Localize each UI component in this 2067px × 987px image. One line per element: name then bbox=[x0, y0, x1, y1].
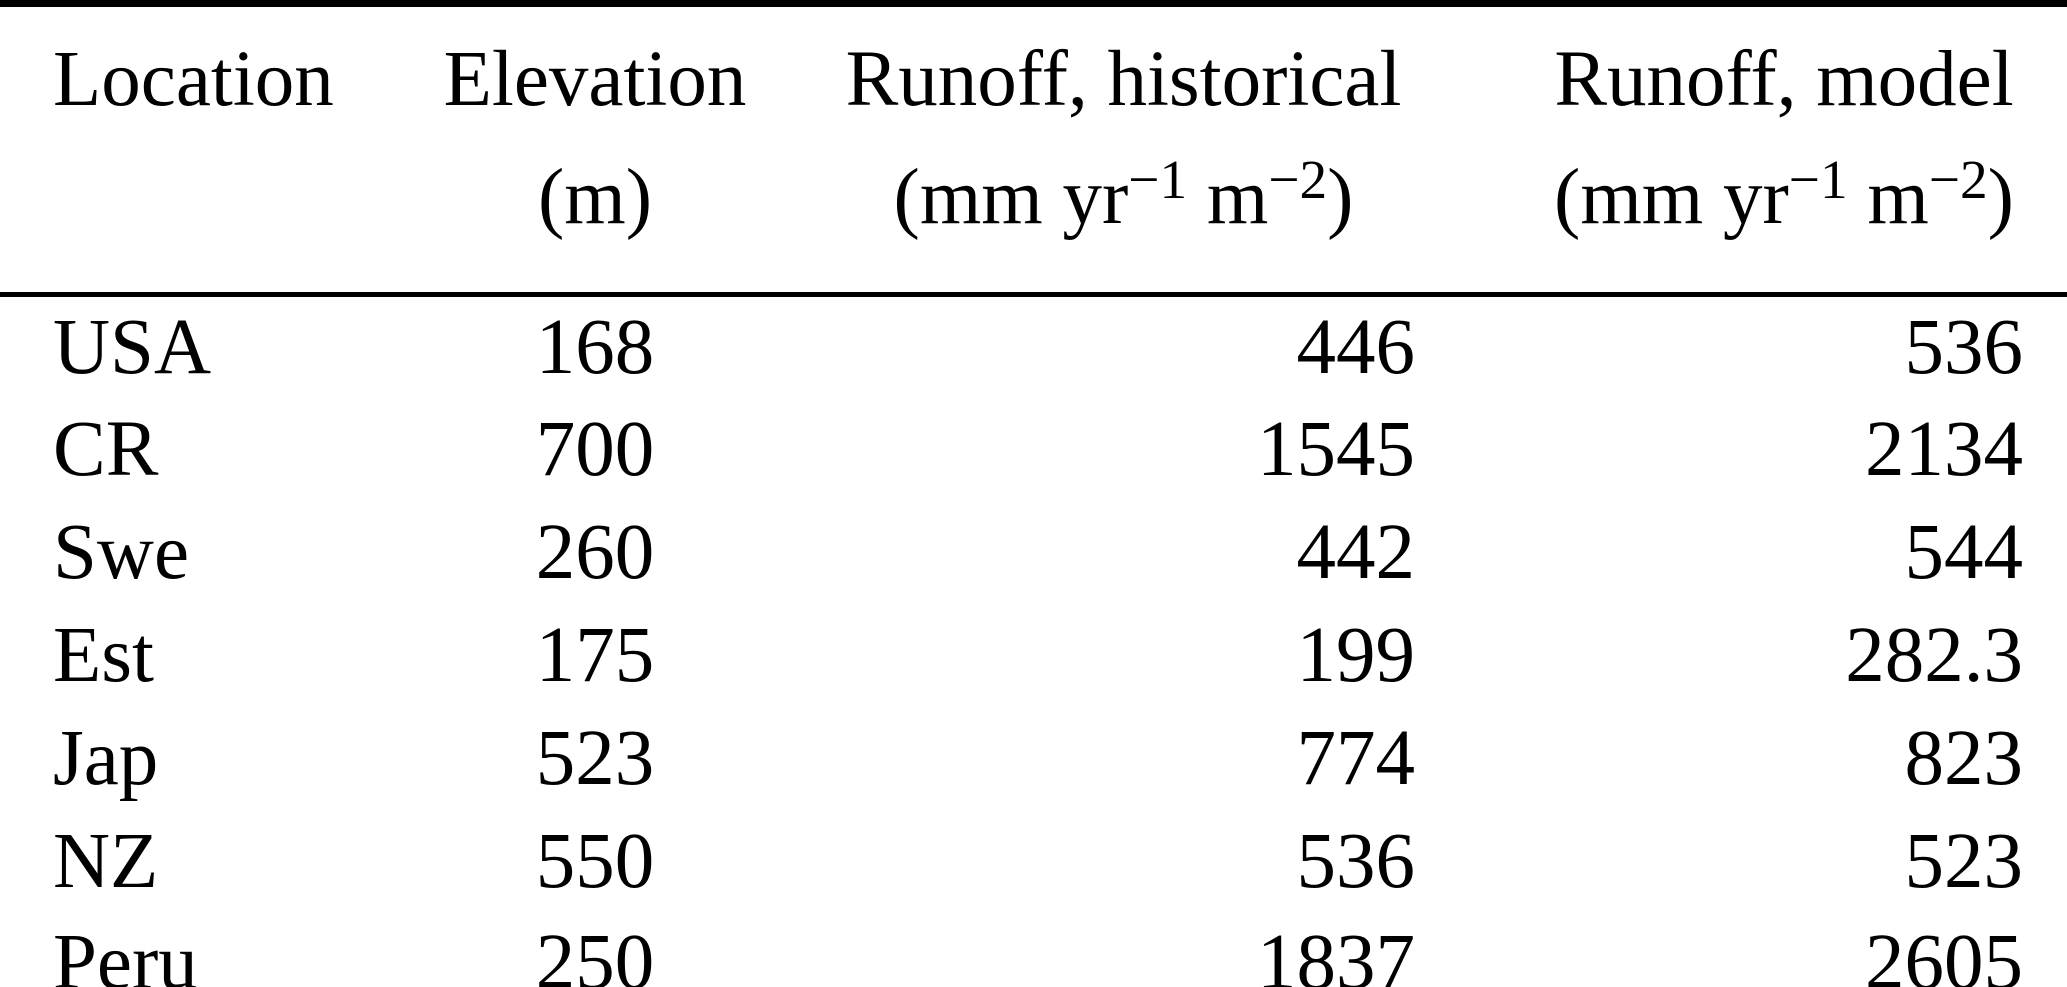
cell-location: Jap bbox=[53, 714, 159, 802]
unit-text: ) bbox=[1327, 154, 1354, 241]
cell-runoff-model: 544 bbox=[1904, 508, 2024, 596]
col-unit-runoff-model: (mm yr−1 m−2) bbox=[1415, 133, 2067, 295]
cell-runoff-historical: 1837 bbox=[1257, 918, 1415, 987]
table-row: Est 175 199 282.3 bbox=[0, 604, 2067, 707]
unit-exponent: −2 bbox=[1928, 149, 1988, 211]
table-row: Swe 260 442 544 bbox=[0, 501, 2067, 604]
cell-runoff-model: 523 bbox=[1904, 817, 2024, 905]
unit-text: m bbox=[1847, 154, 1929, 241]
col-header-runoff-historical: Runoff, historical bbox=[845, 36, 1402, 123]
cell-location: CR bbox=[53, 405, 159, 493]
header-unit-row: (m) (mm yr−1 m−2) (mm yr−1 m−2) bbox=[0, 133, 2067, 295]
table-row: CR 700 1545 2134 bbox=[0, 398, 2067, 501]
cell-elevation: 700 bbox=[535, 405, 655, 493]
col-unit-location bbox=[0, 133, 420, 295]
cell-runoff-model: 823 bbox=[1904, 714, 2024, 802]
cell-runoff-model: 536 bbox=[1904, 303, 2024, 391]
cell-runoff-historical: 1545 bbox=[1257, 405, 1415, 493]
col-header-elevation: Elevation bbox=[443, 36, 747, 123]
cell-elevation: 523 bbox=[535, 714, 655, 802]
cell-location: USA bbox=[53, 303, 212, 391]
cell-elevation: 175 bbox=[535, 611, 655, 699]
unit-text: (mm yr bbox=[893, 154, 1129, 241]
table-body: USA 168 446 536 CR 700 1545 2134 Swe 260 442 544 Est… bbox=[0, 295, 2067, 987]
unit-exponent: −2 bbox=[1268, 149, 1328, 211]
cell-elevation: 550 bbox=[535, 817, 655, 905]
cell-location: Swe bbox=[53, 508, 190, 596]
col-unit-runoff-historical: (mm yr−1 m−2) bbox=[770, 133, 1415, 295]
unit-text: (mm yr bbox=[1554, 154, 1789, 241]
cell-location: Est bbox=[53, 611, 154, 699]
table-row: NZ 550 536 523 bbox=[0, 810, 2067, 913]
cell-runoff-model: 2605 bbox=[1865, 918, 2023, 987]
header-label-row: Location Elevation Runoff, historical Ru… bbox=[0, 4, 2067, 134]
col-unit-elevation: (m) bbox=[537, 154, 653, 241]
table-header: Location Elevation Runoff, historical Ru… bbox=[0, 4, 2067, 295]
col-header-location: Location bbox=[53, 36, 334, 123]
cell-runoff-historical: 536 bbox=[1296, 817, 1416, 905]
cell-runoff-model: 282.3 bbox=[1845, 611, 2023, 699]
cell-runoff-historical: 446 bbox=[1296, 303, 1416, 391]
cell-elevation: 250 bbox=[535, 918, 655, 987]
table-row: Peru 250 1837 2605 bbox=[0, 913, 2067, 987]
cell-location: Peru bbox=[53, 918, 198, 987]
table-row: Jap 523 774 823 bbox=[0, 707, 2067, 810]
unit-text: m bbox=[1187, 154, 1269, 241]
cell-location: NZ bbox=[53, 817, 159, 905]
col-header-runoff-model: Runoff, model bbox=[1554, 36, 2014, 123]
table-row: USA 168 446 536 bbox=[0, 295, 2067, 398]
cell-runoff-historical: 442 bbox=[1296, 508, 1416, 596]
cell-runoff-historical: 199 bbox=[1296, 611, 1416, 699]
cell-runoff-historical: 774 bbox=[1296, 714, 1416, 802]
unit-exponent: −1 bbox=[1788, 149, 1848, 211]
cell-elevation: 168 bbox=[535, 303, 655, 391]
unit-exponent: −1 bbox=[1128, 149, 1188, 211]
cell-runoff-model: 2134 bbox=[1865, 405, 2023, 493]
unit-text: ) bbox=[1987, 154, 2014, 241]
cell-elevation: 260 bbox=[535, 508, 655, 596]
